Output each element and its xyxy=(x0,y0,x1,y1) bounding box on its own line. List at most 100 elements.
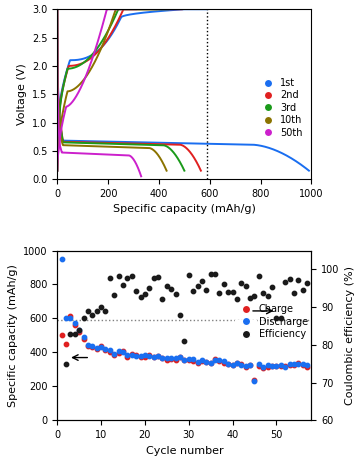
Point xyxy=(287,361,292,368)
Point xyxy=(111,351,117,359)
Point xyxy=(63,340,69,348)
Point xyxy=(212,270,218,278)
Point xyxy=(125,351,130,359)
Point xyxy=(151,274,156,282)
Point xyxy=(269,363,275,370)
Point xyxy=(203,286,209,294)
Y-axis label: Coulombic efficiency (%): Coulombic efficiency (%) xyxy=(345,266,355,405)
Point xyxy=(186,357,192,364)
Point xyxy=(63,314,69,322)
Point xyxy=(274,362,279,369)
Point xyxy=(59,255,64,263)
Point xyxy=(265,292,271,299)
Point xyxy=(81,334,86,341)
Point xyxy=(160,296,165,303)
Point xyxy=(304,363,310,371)
Point xyxy=(116,347,121,355)
Point xyxy=(212,356,218,363)
Point xyxy=(234,295,240,302)
Point xyxy=(125,353,130,360)
Point xyxy=(76,326,82,334)
Point xyxy=(260,363,266,371)
Point xyxy=(129,352,135,359)
Point xyxy=(146,352,152,359)
Point xyxy=(116,349,121,356)
Point xyxy=(208,359,213,367)
Point xyxy=(133,352,139,359)
Point xyxy=(252,376,257,383)
Point xyxy=(295,277,301,284)
Point xyxy=(142,290,148,297)
Point xyxy=(195,359,200,367)
Point xyxy=(203,359,209,366)
Point xyxy=(90,311,95,318)
Point xyxy=(72,319,78,327)
Point xyxy=(256,362,262,369)
Point xyxy=(177,354,183,361)
Point xyxy=(225,288,231,295)
Point xyxy=(243,363,248,370)
Point xyxy=(168,355,174,362)
Point xyxy=(160,354,165,362)
Point xyxy=(120,347,126,355)
Point xyxy=(221,358,227,365)
Point xyxy=(164,282,170,290)
Point xyxy=(300,360,306,368)
Point xyxy=(72,330,78,337)
Point xyxy=(107,348,113,355)
Point xyxy=(72,322,78,329)
Point xyxy=(98,304,104,311)
Point xyxy=(68,313,73,320)
Y-axis label: Voltage (V): Voltage (V) xyxy=(16,63,26,125)
Point xyxy=(234,359,240,367)
Point xyxy=(234,359,240,367)
Point xyxy=(274,315,279,322)
Point xyxy=(295,359,301,367)
Point xyxy=(90,343,95,350)
Point xyxy=(98,344,104,351)
Point xyxy=(199,277,205,285)
Point xyxy=(182,357,187,364)
Point xyxy=(278,315,284,322)
Legend: Charge, Discharge, Efficiency: Charge, Discharge, Efficiency xyxy=(232,301,312,343)
X-axis label: Specific capacity (mAh/g): Specific capacity (mAh/g) xyxy=(113,204,256,214)
Point xyxy=(164,356,170,364)
Point xyxy=(186,356,192,363)
Point xyxy=(151,353,156,360)
Point xyxy=(103,346,108,353)
Point xyxy=(256,360,262,368)
Point xyxy=(129,272,135,280)
Point xyxy=(195,282,200,290)
Point xyxy=(274,363,279,370)
Point xyxy=(265,363,271,370)
Point xyxy=(182,357,187,364)
Point xyxy=(116,272,121,280)
Point xyxy=(173,355,179,362)
Point xyxy=(107,274,113,282)
Point xyxy=(94,346,100,353)
Point xyxy=(190,287,196,295)
Point xyxy=(94,307,100,315)
Point xyxy=(81,336,86,343)
Point xyxy=(282,278,288,286)
Point xyxy=(107,347,113,354)
Point xyxy=(247,295,253,302)
Point xyxy=(203,359,209,366)
Point xyxy=(238,360,244,368)
Point xyxy=(221,359,227,367)
Point xyxy=(247,362,253,369)
Point xyxy=(182,337,187,345)
Point xyxy=(186,271,192,279)
Point xyxy=(164,354,170,362)
Point xyxy=(190,358,196,365)
Point xyxy=(282,363,288,371)
Point xyxy=(278,362,284,370)
Point xyxy=(142,352,148,359)
Point xyxy=(212,356,218,364)
Point xyxy=(252,377,257,385)
Point xyxy=(291,361,297,369)
Point xyxy=(68,314,73,322)
Point xyxy=(133,352,139,359)
Point xyxy=(155,353,161,360)
Point xyxy=(199,358,205,365)
